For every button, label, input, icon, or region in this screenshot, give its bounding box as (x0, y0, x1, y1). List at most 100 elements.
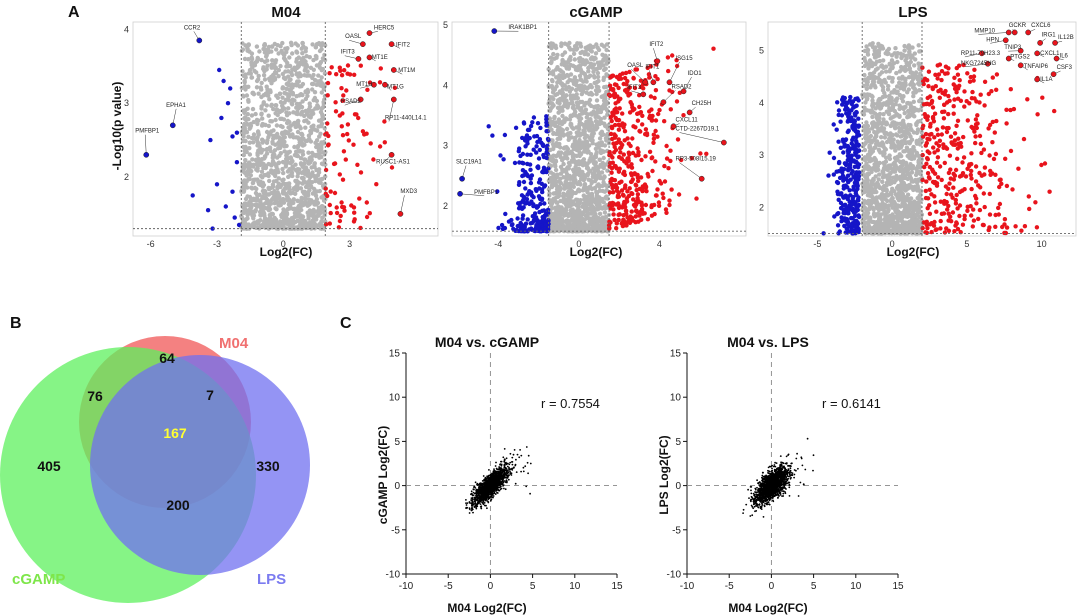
point-ns (594, 91, 599, 97)
point-ns (597, 211, 603, 216)
point-ns (296, 204, 301, 210)
point-ns (577, 59, 582, 64)
gene-point (660, 99, 667, 106)
gene-point (640, 91, 647, 98)
point-ns (886, 46, 892, 52)
point-ns (281, 139, 286, 144)
point-ns (243, 75, 248, 80)
point-ns (288, 160, 293, 166)
point-ns (571, 218, 576, 223)
point-ns (903, 224, 908, 229)
point-down (542, 183, 548, 188)
point-ns (566, 166, 571, 171)
point-up (656, 200, 662, 205)
point-up (325, 80, 331, 86)
plot-frame (132, 21, 439, 237)
point-up (351, 142, 356, 147)
point-down (513, 125, 519, 130)
point-up (631, 202, 637, 208)
point-up (637, 104, 642, 110)
point-up (639, 202, 645, 207)
point-ns (905, 192, 911, 197)
point-ns (276, 74, 281, 79)
point-ns (587, 102, 592, 107)
point-ns (268, 131, 273, 136)
point-ns (870, 226, 875, 231)
point-up (337, 218, 343, 224)
point-ns (573, 190, 578, 196)
point-ns (890, 65, 895, 71)
point-up (329, 65, 334, 70)
point-ns (266, 93, 271, 98)
point-ns (879, 64, 884, 69)
point-ns (595, 74, 601, 80)
point-up (623, 183, 628, 188)
point-up (632, 171, 637, 176)
point-ns (589, 127, 594, 133)
point-up (675, 137, 681, 142)
point-down (531, 147, 536, 152)
point-ns (267, 97, 272, 102)
point-ns (862, 55, 867, 61)
point-up (662, 119, 667, 124)
gene-point (397, 211, 404, 217)
point-ns (269, 162, 274, 167)
point-ns (310, 42, 315, 47)
point-ns (601, 180, 606, 185)
point-ns (869, 169, 874, 175)
point-ns (312, 152, 317, 158)
point-ns (905, 170, 910, 175)
point-ns (295, 104, 300, 110)
point-up (389, 165, 395, 170)
point-up (611, 93, 616, 98)
point-ns (302, 118, 307, 124)
point-up (621, 152, 626, 157)
gene-label: RSAD2 (671, 84, 692, 90)
point-ns (294, 214, 299, 219)
point-ns (588, 117, 593, 122)
point-ns (256, 91, 261, 96)
point-up (643, 127, 649, 132)
point-ns (564, 132, 570, 137)
point-up (626, 150, 631, 155)
point-up (626, 141, 631, 146)
point-ns (263, 205, 268, 211)
gene-label: MT1H (356, 82, 372, 88)
point-up (674, 63, 680, 69)
point-ns (294, 135, 299, 140)
point-up (623, 70, 629, 76)
point-ns (588, 184, 593, 189)
gene-point (459, 175, 465, 182)
point-up (607, 225, 612, 231)
point-ns (564, 93, 569, 98)
gene-point (390, 96, 397, 103)
point-up (339, 124, 344, 129)
point-ns (890, 205, 895, 210)
point-up (612, 122, 618, 128)
point-ns (287, 206, 292, 211)
point-ns (248, 123, 254, 128)
point-ns (256, 181, 262, 187)
point-ns (915, 152, 920, 157)
point-ns (259, 169, 265, 174)
point-ns (277, 196, 282, 201)
point-ns (246, 208, 251, 213)
point-ns (300, 99, 305, 104)
point-ns (582, 187, 587, 192)
point-ns (879, 103, 885, 108)
point-ns (249, 185, 254, 190)
point-ns (277, 138, 283, 143)
point-ns (277, 221, 282, 226)
point-ns (289, 170, 295, 175)
point-ns (569, 202, 574, 207)
gene-point (169, 122, 176, 129)
point-up (625, 215, 630, 220)
point-down (208, 137, 213, 143)
point-up (614, 226, 619, 231)
point-ns (257, 204, 262, 209)
point-ns (568, 94, 574, 99)
gene-point (666, 79, 673, 86)
point-ns (239, 129, 244, 135)
point-ns (870, 104, 875, 109)
point-ns (547, 108, 552, 113)
